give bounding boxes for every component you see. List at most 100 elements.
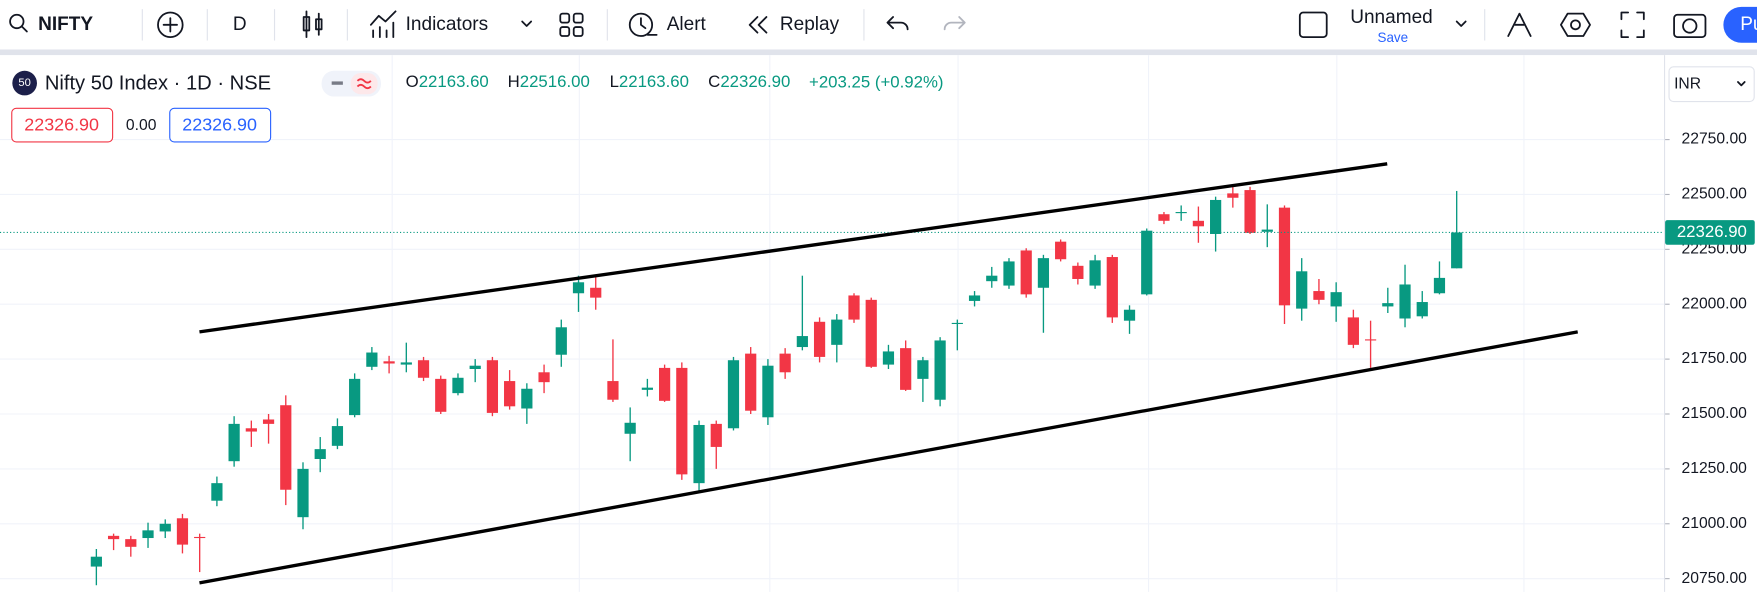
badge-text: 50 xyxy=(18,77,30,89)
candle-body xyxy=(125,539,137,547)
templates-button[interactable] xyxy=(559,12,584,37)
channel-lower-line[interactable] xyxy=(199,330,1579,585)
search-icon xyxy=(20,25,28,33)
candle-body xyxy=(848,295,860,320)
buy-button[interactable] xyxy=(169,107,272,143)
screenshot-icon xyxy=(1682,18,1698,34)
candle-body xyxy=(813,321,826,357)
alert-label[interactable]: Alert xyxy=(667,14,707,35)
candle-body xyxy=(590,287,602,298)
candle-body xyxy=(469,365,481,369)
candle-body xyxy=(1210,199,1222,234)
candle-body xyxy=(245,428,257,432)
candle-body xyxy=(710,423,722,447)
save-label[interactable]: Save xyxy=(1378,30,1409,45)
publish-button[interactable] xyxy=(1723,6,1757,43)
candle-body xyxy=(452,377,464,394)
candle-body xyxy=(1106,257,1118,318)
candle-body xyxy=(624,422,636,434)
candle-body xyxy=(1003,261,1015,286)
candle-body xyxy=(1072,265,1084,279)
compare-button[interactable] xyxy=(157,11,184,39)
candle-body xyxy=(934,340,946,400)
layout-name[interactable]: Unnamed xyxy=(1350,7,1433,28)
publish-label[interactable]: Pu xyxy=(1740,14,1757,35)
alert-button[interactable]: Alert xyxy=(628,12,707,37)
ohlc-key: C xyxy=(708,73,720,92)
ohlc-item: O22163.60 xyxy=(406,73,489,92)
candle-body xyxy=(486,360,499,413)
candle-body xyxy=(1433,277,1446,294)
ohlc-legend: O22163.60 H22516.00 L22163.60 C22326.90 xyxy=(406,73,791,92)
candle-body xyxy=(658,367,671,401)
undo-button[interactable] xyxy=(886,16,909,31)
candle-body xyxy=(1451,232,1463,269)
alert-icon xyxy=(628,12,654,37)
candle-body xyxy=(1141,230,1153,295)
buy-price[interactable]: 22326.90 xyxy=(182,114,257,134)
replay-icon xyxy=(757,16,768,34)
ohlc-item: C22326.90 xyxy=(708,73,790,92)
indicators-icon xyxy=(370,10,397,26)
candle-body xyxy=(1382,303,1394,307)
currency[interactable]: INR xyxy=(1674,75,1701,92)
layout-icon[interactable] xyxy=(1298,11,1328,39)
symbol-search[interactable]: NIFTY xyxy=(9,13,93,35)
candle-body xyxy=(90,556,102,567)
dropdown-icon[interactable] xyxy=(1455,20,1467,27)
candle-body xyxy=(435,378,447,412)
candle-body xyxy=(1296,271,1308,309)
candle-body xyxy=(727,360,740,429)
screenshot-button[interactable] xyxy=(1673,13,1707,39)
candle-body xyxy=(831,319,843,345)
sell-button[interactable] xyxy=(11,107,114,143)
candle-body xyxy=(211,483,223,501)
dropdown-icon[interactable] xyxy=(521,20,533,27)
redo-button[interactable] xyxy=(943,16,966,31)
dropdown-icon[interactable] xyxy=(1737,81,1746,87)
candle-body xyxy=(1364,339,1377,341)
candle-body xyxy=(521,388,533,409)
search-icon xyxy=(9,13,25,30)
interval[interactable]: D xyxy=(233,14,247,35)
grid-icon xyxy=(572,12,584,24)
candle-body xyxy=(1261,229,1273,232)
settings-button[interactable] xyxy=(1560,12,1591,37)
candle-body xyxy=(504,381,516,407)
replay-label[interactable]: Replay xyxy=(780,14,840,35)
indicators-label[interactable]: Indicators xyxy=(406,14,489,35)
candle-body xyxy=(779,353,791,373)
fullscreen-button[interactable] xyxy=(1620,11,1645,39)
candle-body xyxy=(280,405,292,490)
y-tick-label: 21250.00 xyxy=(1682,460,1748,477)
channel-upper-line[interactable] xyxy=(199,162,1388,334)
y-tick-label: 21750.00 xyxy=(1682,350,1748,367)
candle-body xyxy=(865,299,877,367)
symbol[interactable]: NIFTY xyxy=(38,14,93,35)
add-icon xyxy=(157,11,184,39)
indicators-button[interactable]: Indicators xyxy=(370,10,489,39)
candle-body xyxy=(986,275,998,282)
candle-body xyxy=(1037,258,1050,288)
quick-search-button[interactable] xyxy=(1507,12,1532,37)
grid-icon xyxy=(559,12,571,24)
currency-selector[interactable] xyxy=(1668,66,1755,103)
candle-body xyxy=(366,352,378,367)
alert-icon xyxy=(640,17,647,30)
ohlc-value: 22163.60 xyxy=(619,73,689,92)
candle-body xyxy=(159,523,171,532)
y-tick-label: 22000.00 xyxy=(1682,295,1748,312)
settings-icon xyxy=(1570,19,1581,31)
candle-body xyxy=(1278,207,1291,306)
candles xyxy=(0,186,1664,586)
y-tick-label: 21000.00 xyxy=(1682,515,1748,532)
legend-title[interactable]: Nifty 50 Index · 1D · NSE xyxy=(45,73,271,95)
replay-icon xyxy=(748,16,759,34)
candle-body xyxy=(400,362,412,365)
sell-price[interactable]: 22326.90 xyxy=(24,114,99,134)
replay-button[interactable]: Replay xyxy=(748,14,840,35)
chart-type-button[interactable] xyxy=(302,10,323,39)
candle-body xyxy=(1175,212,1187,214)
